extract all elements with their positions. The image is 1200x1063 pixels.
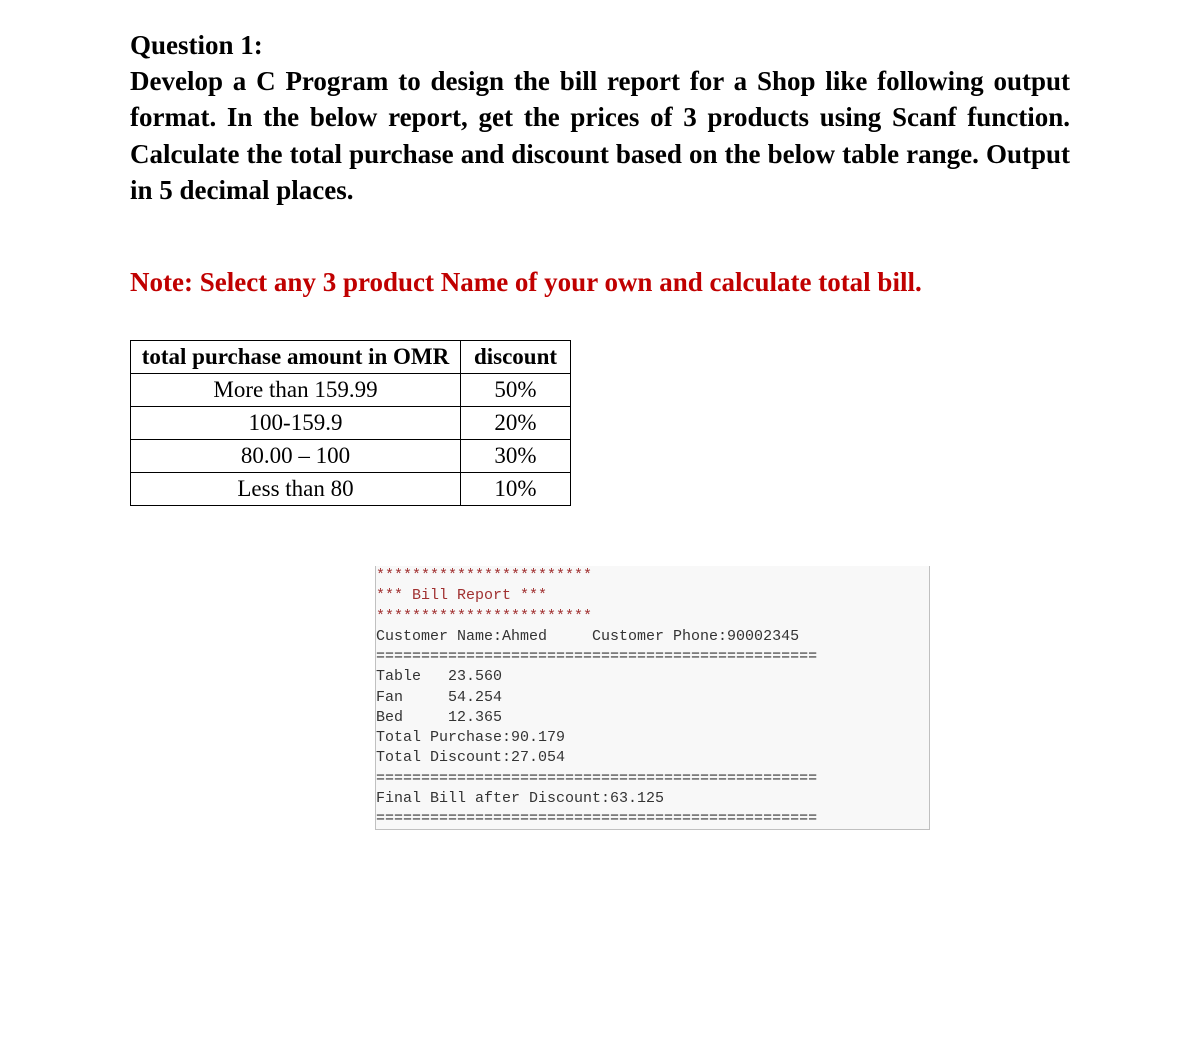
table-cell: Less than 80: [131, 473, 461, 506]
table-cell: More than 159.99: [131, 374, 461, 407]
stars-text: ************************: [376, 567, 592, 584]
table-row: Less than 80 10%: [131, 473, 571, 506]
product-name: Bed: [376, 709, 403, 726]
table-header-cell: discount: [461, 341, 571, 374]
stars-text: ************************: [376, 608, 592, 625]
product-price: 12.365: [448, 709, 502, 726]
table-header-cell: total purchase amount in OMR: [131, 341, 461, 374]
title-text: *** Bill Report ***: [376, 587, 547, 604]
table-cell: 20%: [461, 407, 571, 440]
discount-table: total purchase amount in OMR discount Mo…: [130, 340, 571, 506]
console-divider: ========================================…: [376, 647, 929, 667]
table-cell: 80.00 – 100: [131, 440, 461, 473]
product-price: 23.560: [448, 668, 502, 685]
console-final-bill: Final Bill after Discount:63.125: [376, 789, 929, 809]
question-body: Develop a C Program to design the bill r…: [130, 63, 1070, 209]
console-stars-line: ************************: [376, 566, 929, 586]
console-product-line: Table 23.560: [376, 667, 929, 687]
console-divider: ========================================…: [376, 809, 929, 829]
console-product-line: Fan 54.254: [376, 688, 929, 708]
product-name: Fan: [376, 689, 403, 706]
table-cell: 50%: [461, 374, 571, 407]
table-row: 100-159.9 20%: [131, 407, 571, 440]
console-product-line: Bed 12.365: [376, 708, 929, 728]
console-title: *** Bill Report ***: [376, 586, 929, 606]
table-cell: 10%: [461, 473, 571, 506]
console-output: ************************ *** Bill Report…: [375, 566, 930, 830]
question-title: Question 1:: [130, 30, 1070, 61]
table-header-row: total purchase amount in OMR discount: [131, 341, 571, 374]
console-divider: ========================================…: [376, 769, 929, 789]
product-name: Table: [376, 668, 421, 685]
table-cell: 30%: [461, 440, 571, 473]
note-text: Note: Select any 3 product Name of your …: [130, 264, 1070, 300]
table-cell: 100-159.9: [131, 407, 461, 440]
table-row: 80.00 – 100 30%: [131, 440, 571, 473]
product-price: 54.254: [448, 689, 502, 706]
console-stars-line: ************************: [376, 607, 929, 627]
console-customer-line: Customer Name:Ahmed Customer Phone:90002…: [376, 627, 929, 647]
console-total-discount: Total Discount:27.054: [376, 748, 929, 768]
table-row: More than 159.99 50%: [131, 374, 571, 407]
console-total-purchase: Total Purchase:90.179: [376, 728, 929, 748]
